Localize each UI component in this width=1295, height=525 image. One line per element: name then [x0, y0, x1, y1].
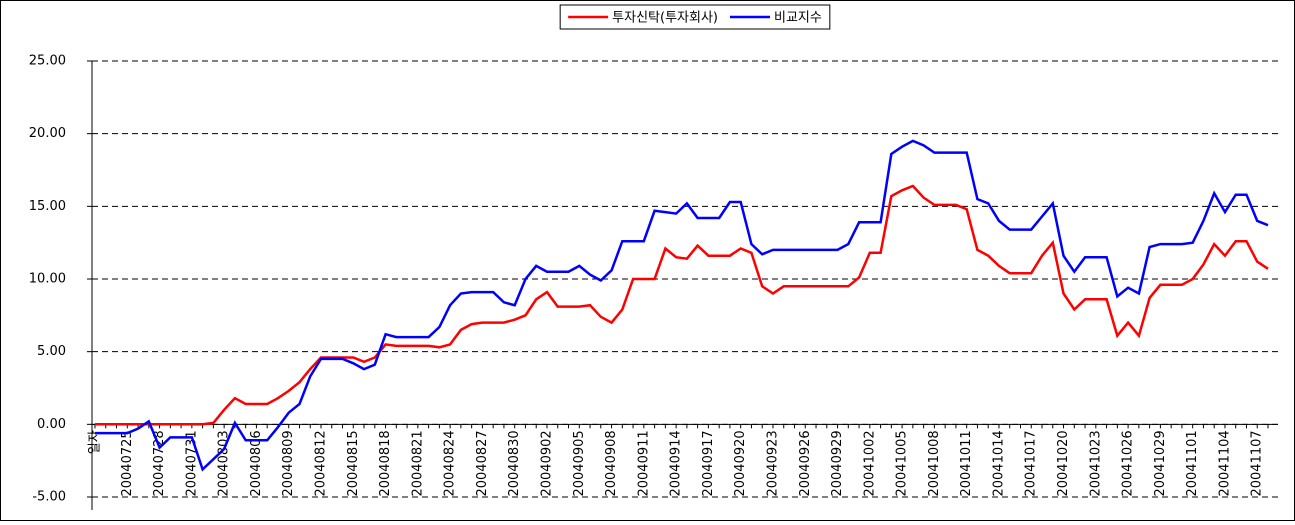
x-tick-label: 일자: [88, 430, 103, 454]
x-tick-label: 20040821: [410, 430, 425, 496]
x-tick-label: 20041017: [1024, 430, 1039, 496]
x-tick-label: 20041014: [991, 430, 1006, 496]
x-tick-label: 20041002: [862, 430, 877, 496]
x-tick-label: 20040920: [733, 430, 748, 496]
x-tick-label: 20041101: [1185, 430, 1200, 496]
y-tick-label: 10.00: [29, 272, 66, 287]
x-tick-label: 20041029: [1153, 430, 1168, 496]
x-tick-label: 20040728: [152, 430, 167, 496]
x-tick-label: 20040818: [378, 430, 393, 496]
legend: 투자신탁(투자회사) 비교지수: [559, 4, 831, 30]
x-tick-label: 20040824: [443, 430, 458, 496]
y-tick-label: 20.00: [29, 126, 66, 141]
y-tick-label: 25.00: [29, 54, 66, 69]
x-tick-label: 20041026: [1121, 430, 1136, 496]
x-tick-label: 20040725: [120, 430, 135, 496]
x-tick-label: 20040905: [572, 430, 587, 496]
legend-label: 비교지수: [774, 11, 822, 26]
y-tick-label: 5.00: [37, 344, 66, 359]
x-tick-label: 20040926: [798, 430, 813, 496]
x-tick-label: 20040902: [539, 430, 554, 496]
x-tick-label: 20040914: [669, 430, 684, 496]
x-tick-label: 20040830: [507, 430, 522, 496]
x-tick-label: 20040806: [249, 430, 264, 496]
series-line: [95, 139, 1269, 472]
x-tick-label: 20040827: [475, 430, 490, 496]
x-tick-label: 20040815: [346, 430, 361, 496]
legend-label: 투자신탁(투자회사): [612, 11, 718, 26]
x-tick-label: 20041011: [959, 430, 974, 496]
x-tick-label: 20040809: [281, 430, 296, 496]
x-tick-label: 20041008: [927, 430, 942, 496]
x-tick-label: 20040803: [217, 430, 232, 496]
x-tick-label: 20040911: [636, 430, 651, 496]
x-tick-label: 20041020: [1056, 430, 1071, 496]
x-tick-label: 20040917: [701, 430, 716, 496]
x-tick-label: 20041104: [1217, 430, 1232, 496]
series-line: [95, 184, 1269, 426]
x-tick-label: 20040812: [313, 430, 328, 496]
x-tick-label: 20040929: [830, 430, 845, 496]
x-tick-label: 20041005: [895, 430, 910, 496]
x-tick-label: 20040908: [604, 430, 619, 496]
y-tick-label: 15.00: [29, 199, 66, 214]
y-tick-label: 0.00: [37, 417, 66, 432]
x-tick-label: 20041107: [1250, 430, 1265, 496]
x-tick-label: 20040923: [765, 430, 780, 496]
x-tick-label: 20041023: [1088, 430, 1103, 496]
y-tick-label: -5.00: [32, 490, 66, 505]
